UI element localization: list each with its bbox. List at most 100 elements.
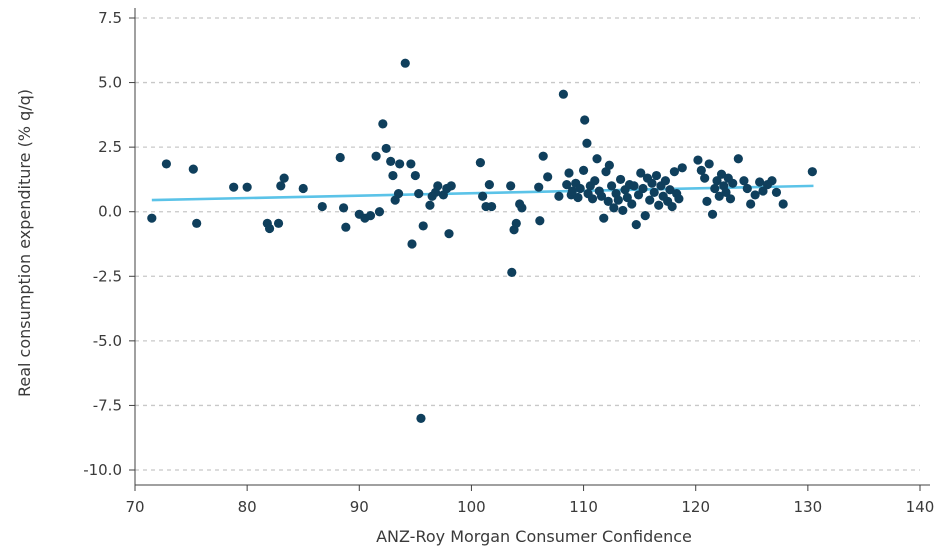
data-point bbox=[192, 218, 202, 228]
data-point bbox=[693, 155, 703, 165]
data-point bbox=[317, 201, 327, 212]
data-point bbox=[677, 163, 687, 173]
data-point bbox=[506, 181, 516, 191]
data-point bbox=[229, 182, 239, 192]
data-point bbox=[599, 213, 609, 223]
data-point bbox=[636, 168, 646, 178]
data-point bbox=[750, 190, 760, 200]
x-tick-label: 140 bbox=[906, 498, 935, 516]
y-tick-label: 7.5 bbox=[98, 9, 122, 27]
data-point bbox=[645, 195, 655, 205]
data-point bbox=[755, 177, 765, 187]
data-point bbox=[746, 199, 756, 209]
data-point bbox=[665, 185, 675, 195]
data-point bbox=[416, 413, 426, 423]
data-point bbox=[534, 182, 544, 192]
data-point bbox=[538, 151, 548, 161]
y-tick-label: -7.5 bbox=[93, 396, 122, 414]
y-tick-label: 2.5 bbox=[98, 138, 122, 156]
data-point bbox=[507, 267, 517, 278]
x-tick-label: 80 bbox=[238, 498, 257, 516]
data-point bbox=[629, 181, 639, 191]
data-point bbox=[386, 156, 396, 166]
data-point bbox=[716, 169, 727, 179]
data-point bbox=[696, 165, 706, 175]
data-point bbox=[242, 182, 252, 192]
data-point bbox=[554, 191, 564, 201]
data-point bbox=[276, 181, 286, 191]
data-point bbox=[725, 194, 736, 204]
data-point bbox=[517, 203, 527, 213]
data-point bbox=[771, 187, 782, 197]
data-point bbox=[660, 176, 671, 186]
data-point bbox=[631, 220, 641, 230]
data-point bbox=[264, 223, 275, 234]
data-point bbox=[338, 203, 349, 213]
data-point bbox=[273, 218, 284, 228]
data-point bbox=[714, 191, 724, 201]
data-point bbox=[807, 167, 817, 177]
data-point bbox=[667, 201, 677, 212]
data-point bbox=[582, 138, 592, 148]
data-point bbox=[161, 159, 171, 169]
data-point bbox=[564, 168, 574, 178]
data-point bbox=[188, 164, 198, 174]
data-point bbox=[478, 191, 488, 201]
data-point bbox=[615, 174, 626, 185]
data-point bbox=[388, 170, 398, 181]
data-point bbox=[487, 201, 497, 212]
data-point bbox=[587, 194, 598, 204]
data-point bbox=[739, 176, 749, 186]
data-point bbox=[511, 218, 521, 228]
data-point bbox=[407, 239, 417, 249]
data-point bbox=[543, 172, 553, 182]
data-point bbox=[535, 216, 545, 226]
data-point bbox=[640, 210, 650, 221]
gridlines bbox=[135, 17, 920, 471]
data-point bbox=[418, 221, 428, 231]
data-point bbox=[607, 181, 617, 191]
data-point bbox=[627, 199, 637, 209]
data-point bbox=[704, 159, 714, 169]
data-point bbox=[649, 187, 659, 197]
data-point bbox=[425, 200, 435, 210]
y-axis-title: Real consumption expenditure (% q/q) bbox=[15, 89, 34, 397]
data-point bbox=[433, 181, 443, 191]
data-point bbox=[700, 173, 710, 183]
data-point bbox=[592, 154, 602, 164]
data-point bbox=[633, 190, 644, 200]
data-point bbox=[279, 173, 289, 183]
data-point bbox=[378, 119, 388, 129]
data-point bbox=[603, 196, 613, 206]
data-point bbox=[647, 178, 657, 188]
data-point bbox=[414, 189, 424, 199]
data-point bbox=[562, 179, 572, 190]
data-point bbox=[341, 222, 351, 232]
data-point bbox=[558, 89, 568, 99]
data-point bbox=[575, 183, 585, 194]
data-point bbox=[147, 213, 157, 223]
y-tick-label: -2.5 bbox=[93, 267, 122, 285]
x-tick-label: 90 bbox=[350, 498, 369, 516]
data-point bbox=[767, 176, 777, 186]
x-tick-label: 110 bbox=[569, 498, 598, 516]
data-point bbox=[596, 191, 607, 201]
data-point bbox=[590, 176, 600, 186]
data-point bbox=[395, 159, 405, 169]
data-point bbox=[406, 159, 416, 169]
data-point bbox=[393, 189, 404, 199]
y-tick-label: -10.0 bbox=[83, 461, 122, 479]
data-point bbox=[622, 192, 632, 203]
data-point bbox=[573, 192, 583, 203]
data-point bbox=[733, 154, 743, 164]
data-point bbox=[604, 160, 614, 170]
data-point bbox=[669, 167, 680, 177]
y-tick-label: 5.0 bbox=[98, 74, 122, 92]
data-point bbox=[609, 203, 619, 213]
data-point bbox=[758, 186, 768, 196]
x-tick-label: 130 bbox=[794, 498, 823, 516]
data-point bbox=[484, 179, 494, 190]
data-point bbox=[710, 183, 720, 194]
data-point bbox=[618, 205, 628, 216]
